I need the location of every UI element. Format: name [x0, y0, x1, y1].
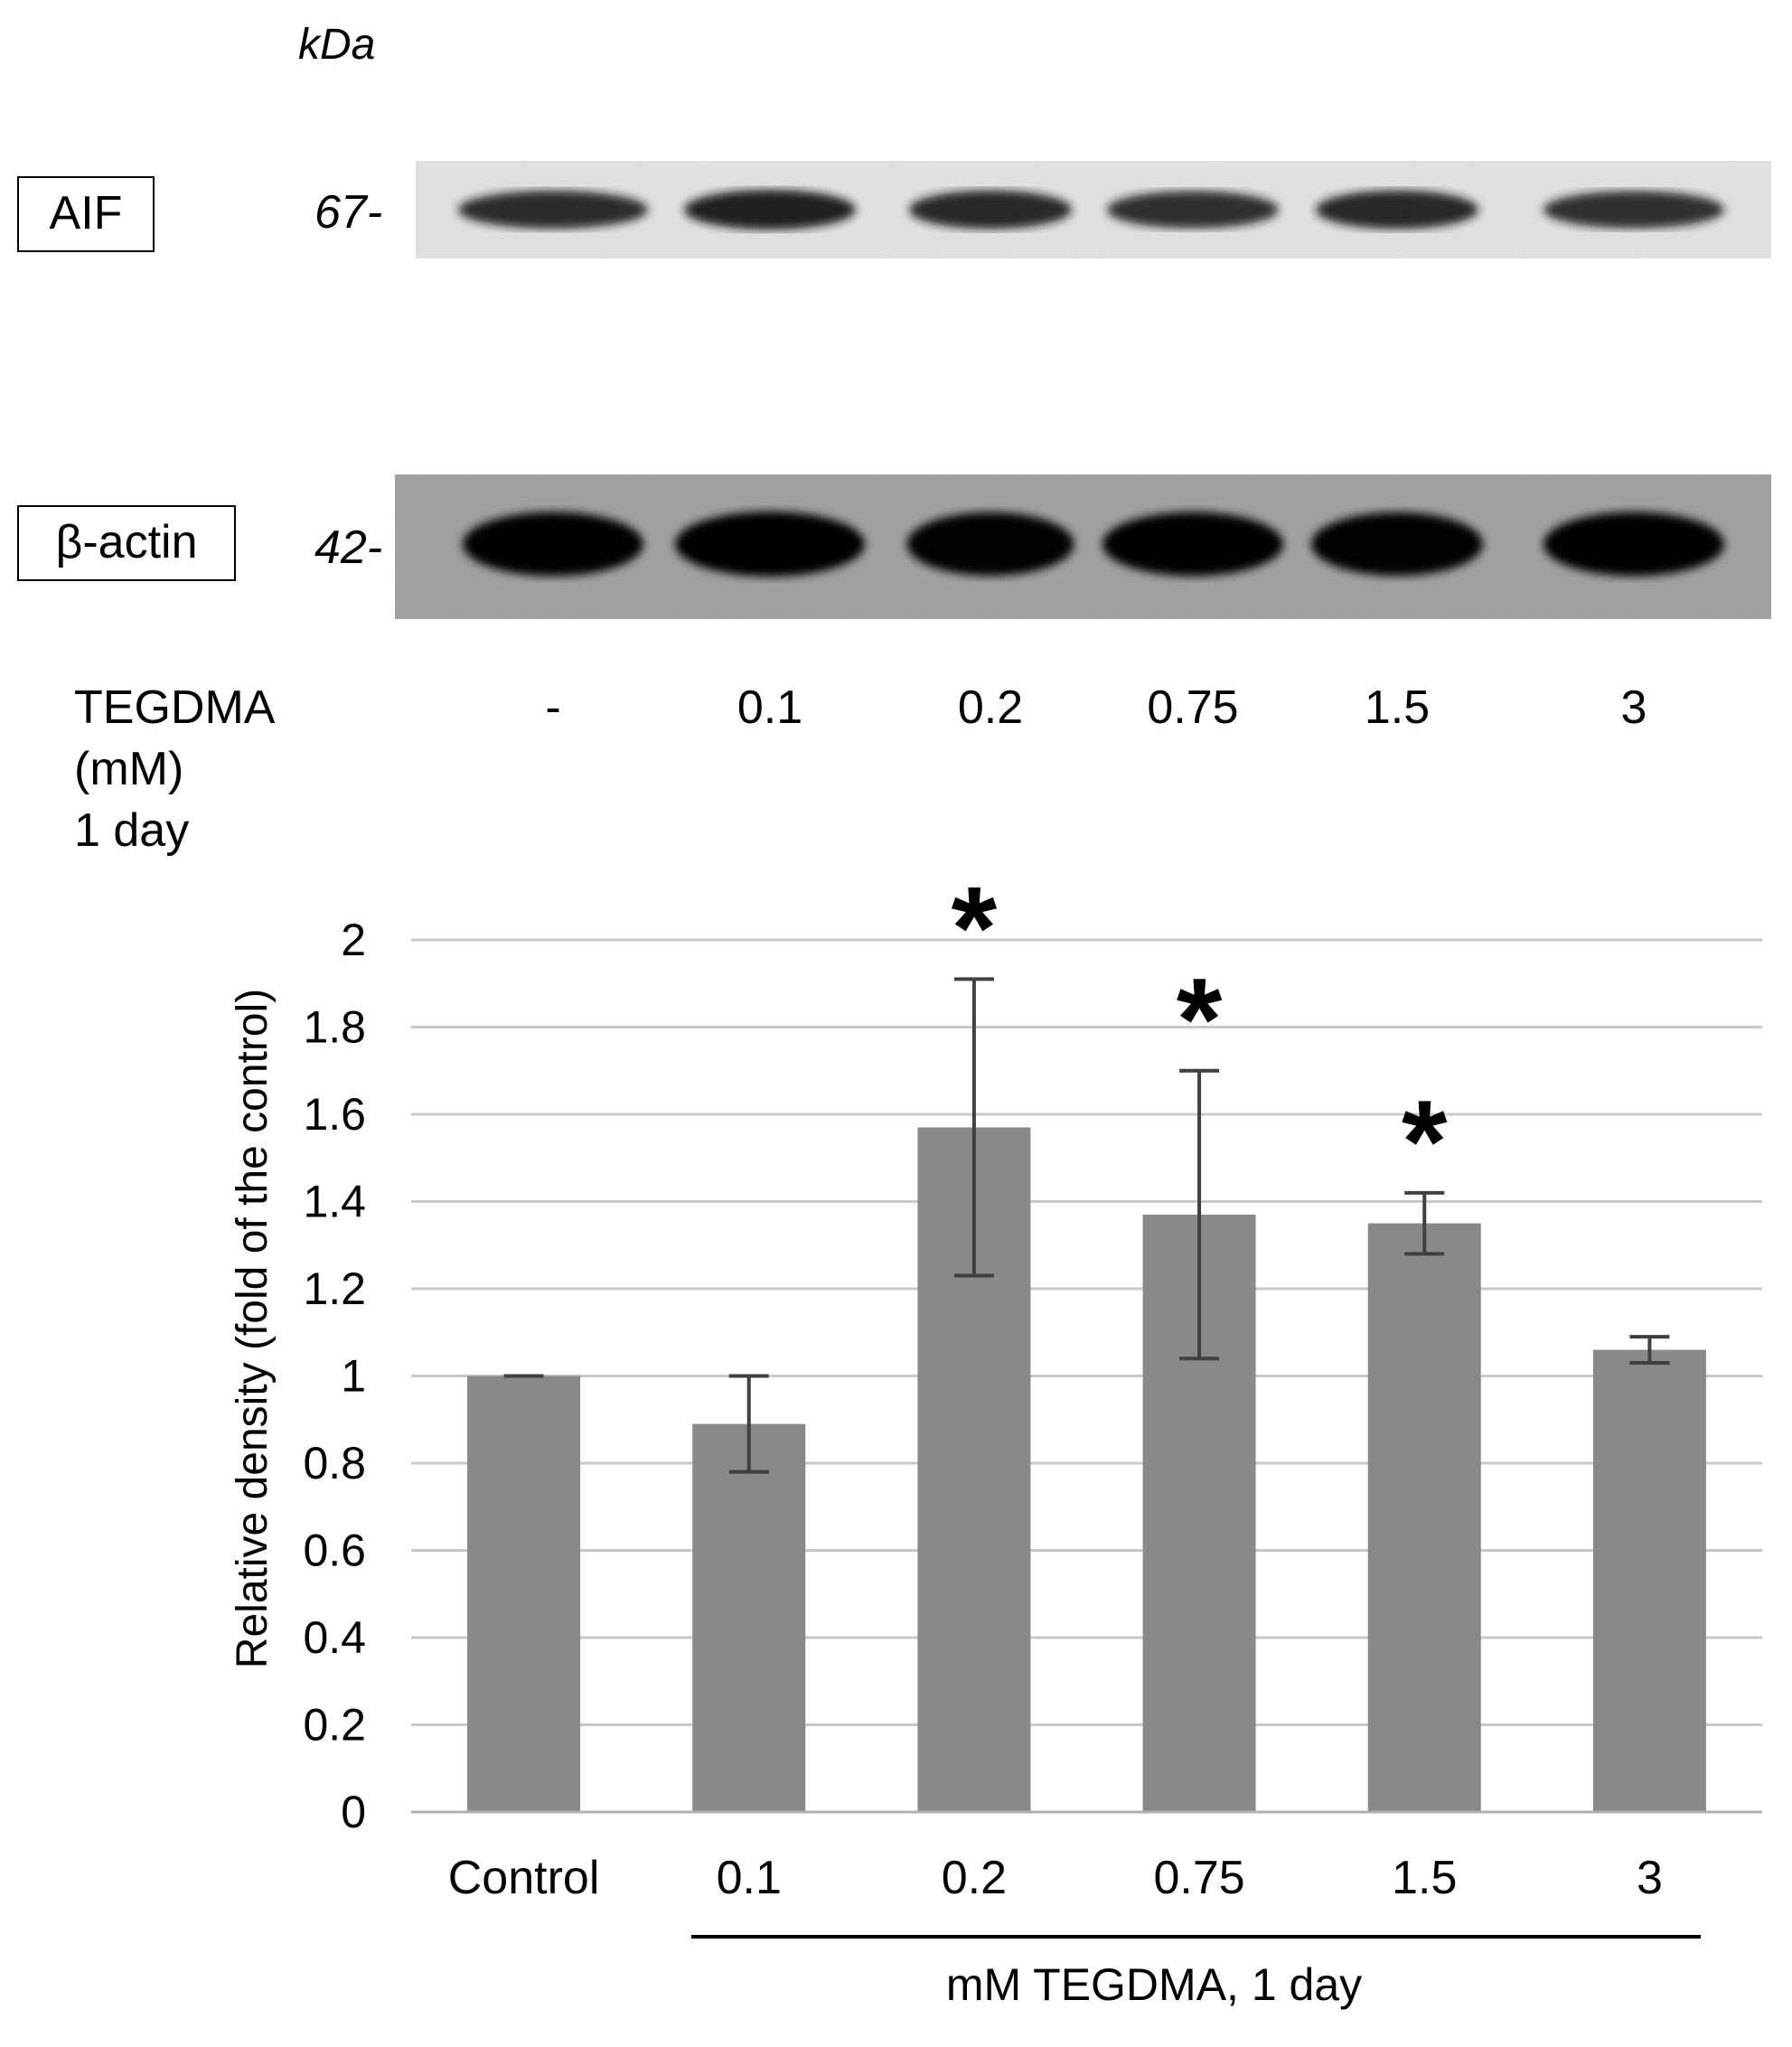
- lane-label-1: 0.1: [737, 681, 802, 734]
- y-tick-label-8: 1.6: [303, 1089, 366, 1140]
- lane-label-0: -: [545, 681, 560, 734]
- error-bar-2: [953, 977, 994, 1278]
- y-tick-label-3: 0.6: [303, 1526, 366, 1576]
- bar-4: [1367, 1223, 1481, 1812]
- kda-label: kDa: [298, 21, 375, 69]
- y-axis-label: Relative density (fold of the control): [229, 989, 277, 1668]
- beta-actin-blot-strip: [395, 474, 1771, 619]
- beta-actin-label: β-actin: [55, 516, 197, 568]
- x-tick-label-0: Control: [448, 1852, 600, 1904]
- error-bar-1: [728, 1374, 769, 1474]
- beta-actin-band-3: [1102, 512, 1283, 577]
- western-blot-panel: kDa AIF 67- β-actin 42- TEGDMA (mM) 1 da…: [17, 21, 1771, 857]
- x-tick-label-2: 0.2: [942, 1852, 1007, 1904]
- bar-1: [692, 1423, 806, 1812]
- y-tick-label-6: 1.2: [303, 1263, 366, 1314]
- y-tick-label-7: 1.4: [303, 1177, 366, 1227]
- aif-marker-67: 67-: [314, 186, 382, 239]
- y-tick-label-1: 0.2: [303, 1700, 366, 1751]
- error-bar-4: [1404, 1190, 1445, 1256]
- beta-actin-marker-42: 42-: [314, 521, 382, 574]
- error-bar-3: [1179, 1068, 1220, 1361]
- lane-labels: - 0.1 0.2 0.75 1.5 3: [545, 681, 1647, 734]
- beta-actin-band-0: [463, 512, 643, 577]
- aif-label-box: [17, 176, 155, 252]
- gridlines: [411, 938, 1762, 1814]
- bar-0: [467, 1376, 581, 1812]
- y-tick-label-9: 1.8: [303, 1002, 366, 1053]
- aif-band-3: [1107, 191, 1279, 229]
- x-tick-label-1: 0.1: [717, 1852, 782, 1904]
- x-axis-label: mM TEGDMA, 1 day: [946, 1959, 1362, 2010]
- x-tick-labels: Control 0.1 0.2 0.75 1.5 3: [448, 1852, 1663, 1904]
- y-tick-labels: 0 0.2 0.4 0.6 0.8 1 1.2 1.4 1.6 1.8 2: [303, 915, 366, 1837]
- beta-actin-band-4: [1311, 512, 1483, 577]
- beta-actin-band-2: [906, 512, 1074, 577]
- y-tick-label-4: 0.8: [303, 1438, 366, 1488]
- treatment-label-line2: (mM): [74, 743, 183, 795]
- y-tick-label-10: 2: [341, 915, 366, 965]
- aif-band-0: [458, 190, 648, 230]
- y-tick-label-0: 0: [341, 1787, 366, 1837]
- bar-chart: 0 0.2 0.4 0.6 0.8 1 1.2 1.4 1.6 1.8 2 * * * Control 0…: [229, 861, 1762, 2010]
- aif-label: AIF: [50, 187, 123, 239]
- lane-label-5: 3: [1621, 681, 1647, 734]
- lane-label-2: 0.2: [958, 681, 1023, 734]
- lane-label-3: 0.75: [1147, 681, 1238, 734]
- error-bars: [503, 977, 1670, 1474]
- beta-actin-label-box: [17, 505, 236, 581]
- aif-band-1: [684, 190, 856, 230]
- x-tick-label-5: 3: [1637, 1852, 1663, 1904]
- significance-markers: * * *: [952, 861, 1448, 1207]
- y-tick-label-2: 0.4: [303, 1612, 366, 1663]
- beta-actin-band-5: [1543, 512, 1724, 577]
- treatment-label-line3: 1 day: [74, 804, 189, 857]
- error-bar-5: [1629, 1335, 1670, 1366]
- beta-actin-band-1: [675, 512, 865, 577]
- significance-star-2: *: [952, 861, 998, 993]
- significance-star-4: *: [1402, 1075, 1448, 1207]
- aif-band-2: [909, 190, 1072, 230]
- y-tick-label-5: 1: [341, 1351, 366, 1402]
- bars: [467, 1127, 1706, 1812]
- aif-band-4: [1316, 190, 1478, 230]
- bar-5: [1592, 1349, 1706, 1812]
- aif-blot-strip: [416, 161, 1771, 258]
- x-tick-label-3: 0.75: [1153, 1852, 1244, 1904]
- x-tick-label-4: 1.5: [1392, 1852, 1457, 1904]
- significance-star-3: *: [1177, 953, 1223, 1085]
- aif-band-5: [1543, 191, 1724, 229]
- treatment-label-line1: TEGDMA: [74, 681, 276, 734]
- lane-label-4: 1.5: [1365, 681, 1430, 734]
